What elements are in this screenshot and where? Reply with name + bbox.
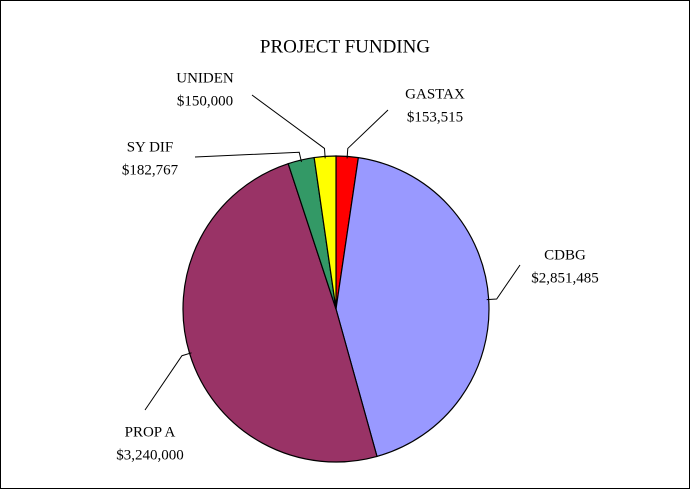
leader-line <box>144 352 192 411</box>
slice-label: GASTAX <box>405 86 465 102</box>
slice-label: UNIDEN <box>176 70 234 86</box>
slice-value-label: $150,000 <box>177 93 233 109</box>
slice-label: PROP A <box>125 424 176 440</box>
leader-line <box>486 264 521 301</box>
slice-value-label: $2,851,485 <box>531 270 599 286</box>
slice-value-label: $182,767 <box>122 162 179 178</box>
slice-value-label: $3,240,000 <box>116 447 184 463</box>
leader-line <box>194 151 302 163</box>
slice-label: CDBG <box>544 247 586 263</box>
chart-title: PROJECT FUNDING <box>260 36 430 57</box>
slice-value-label: $153,515 <box>407 109 463 125</box>
leader-line <box>251 94 326 159</box>
slice-label: SY DIF <box>127 139 174 155</box>
leader-line <box>346 109 389 159</box>
